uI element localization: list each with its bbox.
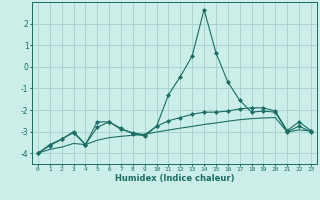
X-axis label: Humidex (Indice chaleur): Humidex (Indice chaleur): [115, 174, 234, 183]
